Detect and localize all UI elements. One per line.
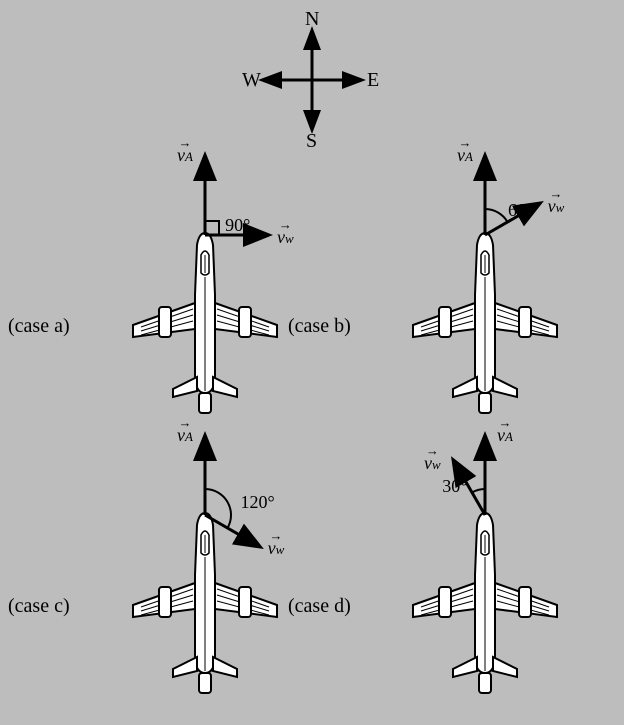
- compass-w: W: [242, 69, 261, 92]
- case-d: →vA→vw30°(case d): [350, 445, 620, 715]
- case-label: (case a): [8, 315, 70, 338]
- angle-label: 30°: [442, 476, 467, 497]
- angle-label: 60°: [508, 200, 533, 221]
- vector-label-w: →vw: [424, 449, 441, 474]
- airplane-icon: [125, 505, 285, 710]
- case-a: →vA→vw90°(case a): [70, 165, 340, 435]
- airplane-icon: [405, 225, 565, 430]
- case-label: (case c): [8, 595, 70, 618]
- compass-s: S: [306, 130, 317, 153]
- vector-label-w: →vw: [548, 192, 565, 217]
- compass-rose: N E S W: [232, 10, 392, 150]
- case-b: →vA→vw60°(case b): [350, 165, 620, 435]
- airplane-icon: [405, 505, 565, 710]
- case-label: (case d): [288, 595, 351, 618]
- vector-label-a: →vA: [177, 141, 193, 166]
- vector-label-a: →vA: [457, 141, 473, 166]
- case-label: (case b): [288, 315, 351, 338]
- case-c: →vA→vw120°(case c): [70, 445, 340, 715]
- compass-n: N: [305, 8, 319, 31]
- airplane-icon: [125, 225, 285, 430]
- cases-grid: →vA→vw90°(case a)→vA→vw60°(case b)→vA→vw…: [0, 165, 624, 725]
- compass-e: E: [367, 69, 379, 92]
